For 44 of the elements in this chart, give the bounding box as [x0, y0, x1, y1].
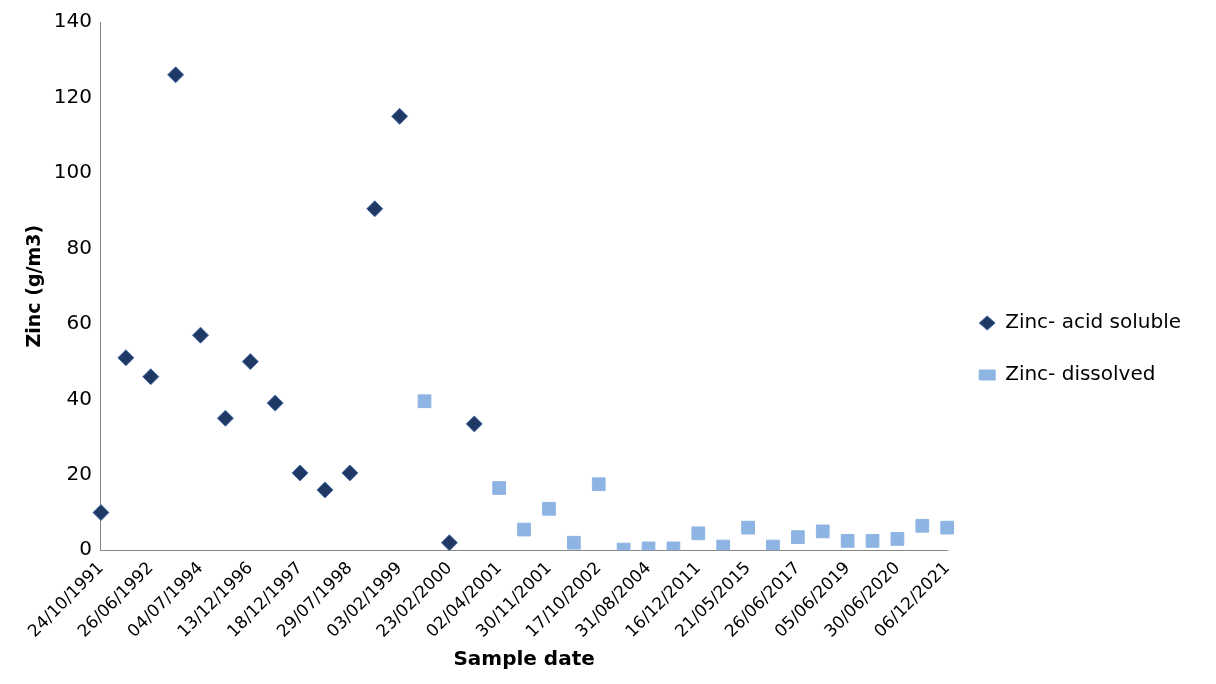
point — [167, 66, 185, 84]
point — [517, 522, 531, 537]
x-axis-title: Sample date — [453, 646, 595, 671]
point — [890, 532, 905, 546]
point — [591, 477, 606, 492]
point — [815, 524, 830, 539]
point — [316, 481, 334, 499]
point — [92, 504, 110, 522]
y-tick-label: 20 — [66, 461, 92, 486]
y-tick-label: 0 — [79, 536, 92, 561]
point — [766, 539, 780, 551]
point — [915, 518, 930, 533]
point — [865, 533, 880, 548]
legend-label: Zinc- acid soluble — [1005, 309, 1181, 334]
point — [417, 394, 432, 409]
point — [440, 534, 458, 551]
y-tick-label: 100 — [53, 159, 92, 184]
point — [716, 539, 731, 551]
y-tick-label: 140 — [53, 8, 92, 33]
point — [241, 353, 259, 371]
point — [216, 409, 234, 427]
y-tick-label: 40 — [66, 385, 92, 410]
point — [142, 368, 160, 386]
point — [492, 481, 507, 495]
legend-label: Zinc- dissolved — [1005, 361, 1156, 386]
y-axis-title: Zinc (g/m3) — [22, 224, 45, 348]
y-tick-label: 60 — [66, 310, 92, 335]
point — [840, 533, 855, 548]
point — [465, 415, 483, 433]
point — [542, 501, 556, 516]
point — [117, 349, 135, 367]
point — [366, 200, 384, 218]
point — [790, 530, 805, 544]
y-tick-label: 80 — [66, 234, 92, 259]
y-tick-label: 120 — [53, 83, 92, 108]
point — [940, 520, 955, 535]
point — [266, 394, 284, 412]
point — [291, 464, 309, 482]
point — [391, 107, 409, 125]
point — [691, 526, 706, 541]
point — [741, 520, 755, 535]
point — [341, 464, 359, 482]
point — [567, 535, 581, 550]
point — [192, 326, 210, 344]
